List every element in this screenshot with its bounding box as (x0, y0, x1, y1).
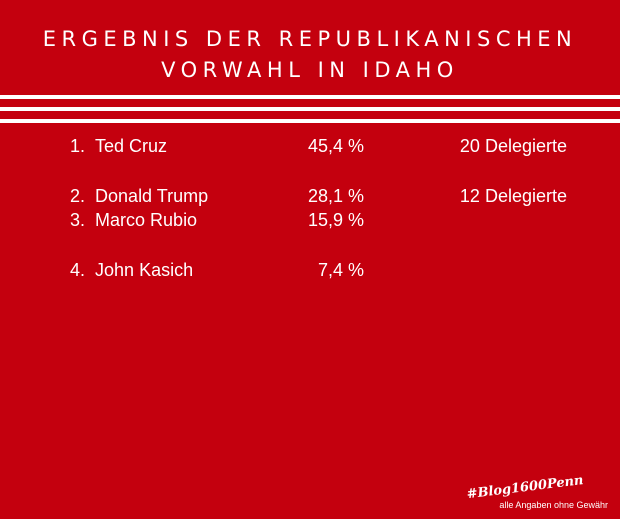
disclaimer: alle Angaben ohne Gewähr (499, 500, 608, 510)
candidate-name: 3. Marco Rubio (70, 210, 198, 230)
result-row: 3. Marco Rubio 15,9 % (0, 208, 620, 232)
divider-stripe (0, 95, 620, 99)
candidate-name: 2. Donald Trump (70, 186, 209, 206)
divider-stripe (0, 119, 620, 123)
candidate-delegates: 20 Delegierte (459, 136, 567, 156)
divider-stripe (0, 107, 620, 111)
candidate-percent: 7,4 % (317, 260, 364, 280)
candidate-delegates: 12 Delegierte (459, 186, 567, 206)
candidate-percent: 28,1 % (307, 186, 364, 206)
result-row: 2. Donald Trump 28,1 % 12 Delegierte (0, 184, 620, 208)
candidate-percent: 15,9 % (307, 210, 364, 230)
title-line-2: VORWAHL IN IDAHO (161, 58, 459, 82)
candidate-name: 1. Ted Cruz (70, 136, 168, 156)
hashtag: #Blog1600Penn (465, 473, 584, 503)
candidate-percent: 45,4 % (307, 136, 364, 156)
candidate-name: 4. John Kasich (70, 260, 194, 280)
result-row: 4. John Kasich 7,4 % (0, 258, 620, 282)
result-row: 1. Ted Cruz 45,4 % 20 Delegierte (0, 134, 620, 158)
title-line-1: ERGEBNIS DER REPUBLIKANISCHEN (42, 27, 578, 51)
